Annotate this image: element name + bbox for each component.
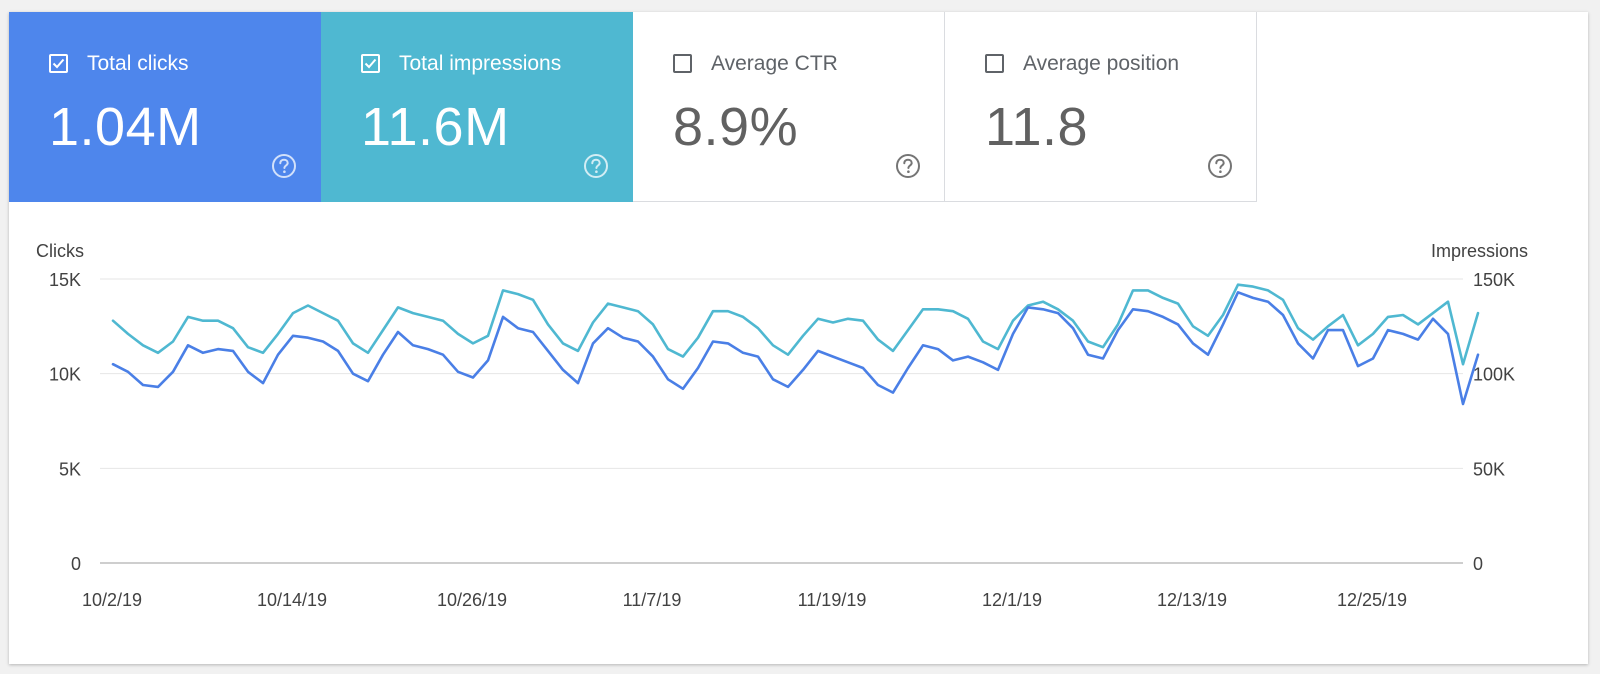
left-tick-label: 0 [71, 554, 81, 574]
right-tick-label: 50K [1473, 459, 1505, 479]
checkbox-icon[interactable] [49, 54, 68, 73]
left-axis-ticks: 0 5K 10K 15K [49, 270, 81, 574]
help-circle-icon[interactable] [895, 153, 921, 179]
metric-label: Average CTR [711, 52, 838, 75]
x-tick-label: 10/26/19 [437, 590, 507, 610]
metric-label: Average position [1023, 52, 1180, 75]
metric-value: 1.04M [49, 97, 202, 157]
metric-average-position[interactable]: Average position 11.8 [945, 12, 1257, 202]
left-axis-title: Clicks [36, 241, 84, 261]
right-tick-label: 150K [1473, 270, 1515, 290]
x-tick-label: 10/14/19 [257, 590, 327, 610]
help-circle-icon[interactable] [271, 153, 297, 179]
left-tick-label: 5K [59, 459, 81, 479]
checkbox-icon[interactable] [673, 54, 692, 73]
right-tick-label: 100K [1473, 365, 1515, 385]
x-tick-label: 12/13/19 [1157, 590, 1227, 610]
x-tick-label: 12/1/19 [982, 590, 1042, 610]
x-axis-ticks: 10/2/19 10/14/19 10/26/19 11/7/19 11/19/19 12… [82, 590, 1407, 610]
right-axis-ticks: 0 50K 100K 150K [1473, 270, 1515, 574]
metric-total-impressions[interactable]: Total impressions 11.6M [321, 12, 633, 202]
metric-value: 8.9% [673, 97, 799, 157]
performance-card: Total clicks 1.04M Total impressions 11.… [9, 12, 1588, 664]
metric-value: 11.6M [361, 97, 510, 157]
metric-average-ctr[interactable]: Average CTR 8.9% [633, 12, 945, 202]
metric-value: 11.8 [985, 97, 1089, 157]
metric-total-clicks[interactable]: Total clicks 1.04M [9, 12, 321, 202]
help-circle-icon[interactable] [583, 153, 609, 179]
x-tick-label: 12/25/19 [1337, 590, 1407, 610]
help-circle-icon[interactable] [1207, 153, 1233, 179]
performance-chart: Clicks Impressions 0 5K 10K 15K 0 50K 100K 150… [36, 241, 1528, 610]
checkbox-icon[interactable] [361, 54, 380, 73]
series-line-clicks [111, 290, 1480, 406]
x-tick-label: 11/7/19 [623, 590, 682, 610]
x-tick-label: 11/19/19 [798, 590, 867, 610]
left-tick-label: 15K [49, 270, 81, 290]
right-tick-label: 0 [1473, 554, 1483, 574]
metric-tabs: Total clicks 1.04M Total impressions 11.… [9, 12, 1257, 202]
series-line-impressions [111, 283, 1480, 366]
x-tick-label: 10/2/19 [82, 590, 142, 610]
metric-label: Total clicks [87, 52, 189, 75]
right-axis-title: Impressions [1431, 241, 1528, 261]
metric-label: Total impressions [399, 52, 562, 75]
series-lines [111, 283, 1480, 406]
left-tick-label: 10K [49, 365, 81, 385]
checkbox-icon[interactable] [985, 54, 1004, 73]
grid-lines [100, 278, 1463, 564]
